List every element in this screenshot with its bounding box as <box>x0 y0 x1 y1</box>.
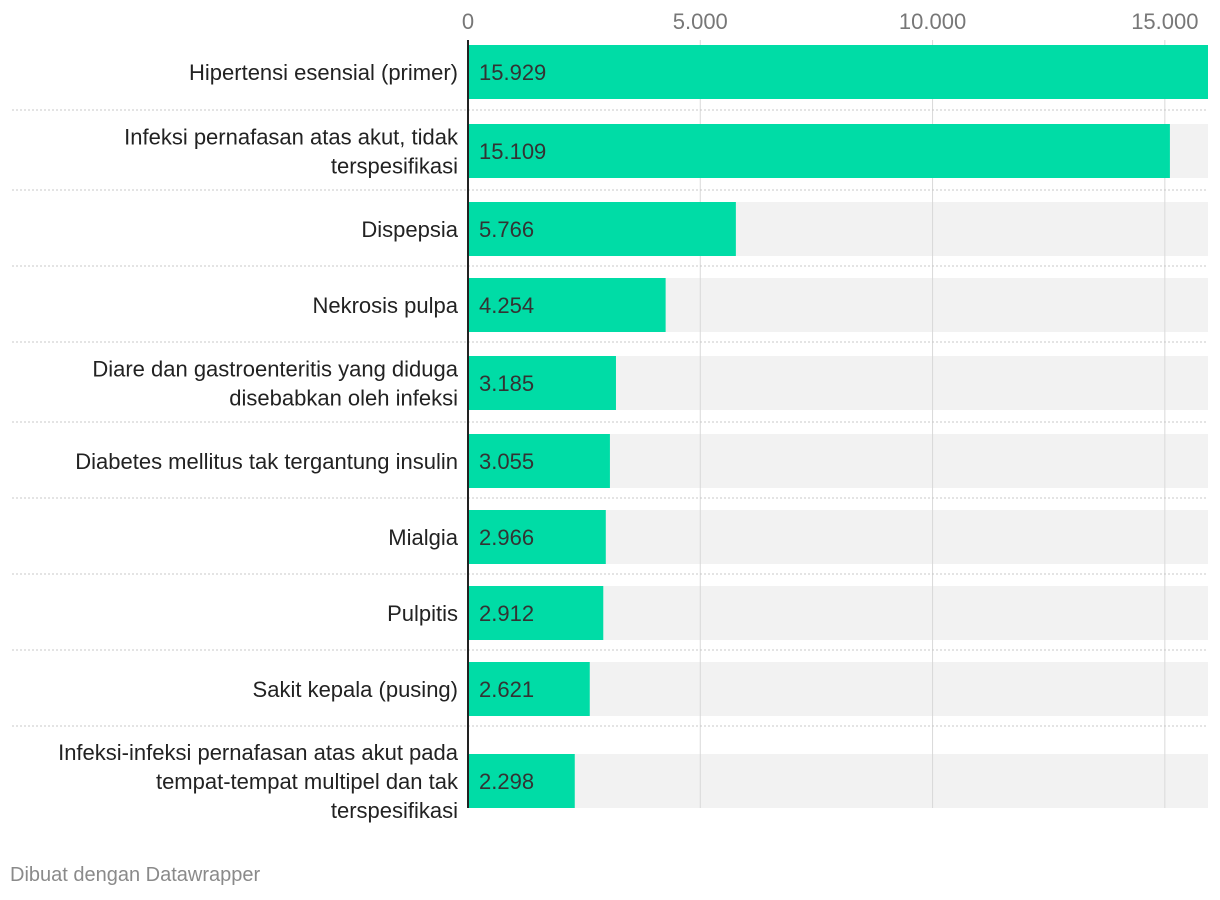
bar-value-label: 2.966 <box>479 525 534 550</box>
category-label: Hipertensi esensial (primer) <box>189 60 458 85</box>
bar <box>468 124 1170 178</box>
bar-value-label: 3.185 <box>479 371 534 396</box>
bar-value-label: 4.254 <box>479 293 534 318</box>
category-label: Dispepsia <box>361 217 458 242</box>
category-label: Sakit kepala (pusing) <box>253 677 458 702</box>
category-label: Infeksi pernafasan atas akut, tidak tersp… <box>124 125 459 179</box>
bar <box>468 586 604 640</box>
bar-value-label: 5.766 <box>479 217 534 242</box>
bar <box>468 510 606 564</box>
bar <box>468 45 1208 99</box>
x-tick-label: 0 <box>462 9 474 34</box>
bar <box>468 662 590 716</box>
bar-chart: 0 5.000 10.000 15.000 15.929 Hipertensi esens… <box>12 9 1208 823</box>
credit-footer[interactable]: Dibuat dengan Datawrapper <box>10 864 261 886</box>
bar-value-label: 2.912 <box>479 601 534 626</box>
bar <box>468 278 666 332</box>
bar-value-label: 2.298 <box>479 769 534 794</box>
bar-value-label: 3.055 <box>479 449 534 474</box>
category-label: Pulpitis <box>387 601 458 626</box>
x-tick-label: 15.000 <box>1131 9 1198 34</box>
bar-track <box>468 662 1208 716</box>
category-label: Diabetes mellitus tak tergantung insulin <box>75 449 458 474</box>
bar-value-label: 15.109 <box>479 139 546 164</box>
category-label: Infeksi-infeksi pernafasan atas akut pad… <box>58 740 459 823</box>
x-tick-label: 5.000 <box>673 9 728 34</box>
bar-value-label: 2.621 <box>479 677 534 702</box>
category-label: Diare dan gastroenteritis yang diduga dis… <box>92 357 458 411</box>
x-tick-label: 10.000 <box>899 9 966 34</box>
category-label: Nekrosis pulpa <box>312 293 458 318</box>
bar <box>468 434 610 488</box>
bar-track <box>468 754 1208 808</box>
bar-value-label: 15.929 <box>479 60 546 85</box>
bar <box>468 754 575 808</box>
bar <box>468 202 736 256</box>
bar <box>468 356 616 410</box>
category-label: Mialgia <box>388 525 458 550</box>
